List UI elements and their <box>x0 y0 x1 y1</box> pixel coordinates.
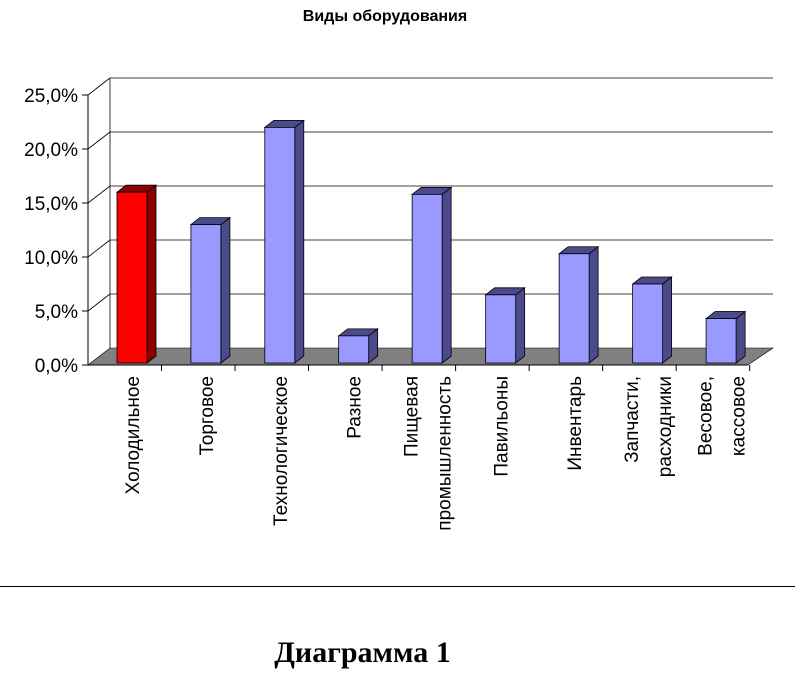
y-tick-label: 0,0% <box>35 356 78 377</box>
x-category-label: кассовое <box>729 376 750 456</box>
bar-side <box>146 184 157 364</box>
bar-side <box>441 186 452 364</box>
bar <box>116 191 148 364</box>
x-category-label: Запчасти, <box>622 376 643 463</box>
x-category-label: Инвентарь <box>565 376 586 471</box>
x-category-label: расходники <box>655 376 676 477</box>
y-tick-label: 25,0% <box>24 86 78 107</box>
x-category-label: Весовое, <box>696 376 717 456</box>
bar <box>264 127 296 364</box>
bar <box>411 193 443 364</box>
diagram-caption: Диаграмма 1 <box>274 636 451 669</box>
x-category-label: Пищевая <box>402 376 423 457</box>
y-tick-label: 5,0% <box>35 302 78 323</box>
separator-line <box>0 586 795 587</box>
bar <box>705 318 737 364</box>
x-category-label: Разное <box>345 376 366 439</box>
bar-chart: 0,0% 5,0% 10,0% 15,0% 20,0% 25,0% Холодильное Т… <box>24 77 774 531</box>
bar <box>558 253 590 364</box>
bar <box>485 294 517 364</box>
bar-side <box>220 216 231 364</box>
chart-title: Виды оборудования <box>302 8 468 25</box>
bar-side <box>735 310 746 364</box>
y-tick-label: 10,0% <box>24 248 78 269</box>
y-tick-label: 15,0% <box>24 194 78 215</box>
bar-side <box>662 276 673 364</box>
x-category-label: Торговое <box>197 376 218 455</box>
gridline-depth <box>87 185 111 204</box>
gridline-depth <box>87 239 111 258</box>
x-category-label: промышленность <box>435 376 456 531</box>
bar-side <box>515 286 526 364</box>
bar-side <box>294 119 305 364</box>
gridline-depth <box>87 293 111 312</box>
gridline-depth <box>87 131 111 150</box>
x-category-label: Холодильное <box>123 376 144 494</box>
gridline-depth <box>87 77 111 96</box>
x-category-label: Технологическое <box>271 376 292 526</box>
bar <box>632 283 664 364</box>
bar-side <box>588 245 599 364</box>
bar <box>190 224 222 364</box>
bar <box>338 335 370 364</box>
y-tick-label: 20,0% <box>24 140 78 161</box>
x-category-label: Павильоны <box>492 376 513 477</box>
